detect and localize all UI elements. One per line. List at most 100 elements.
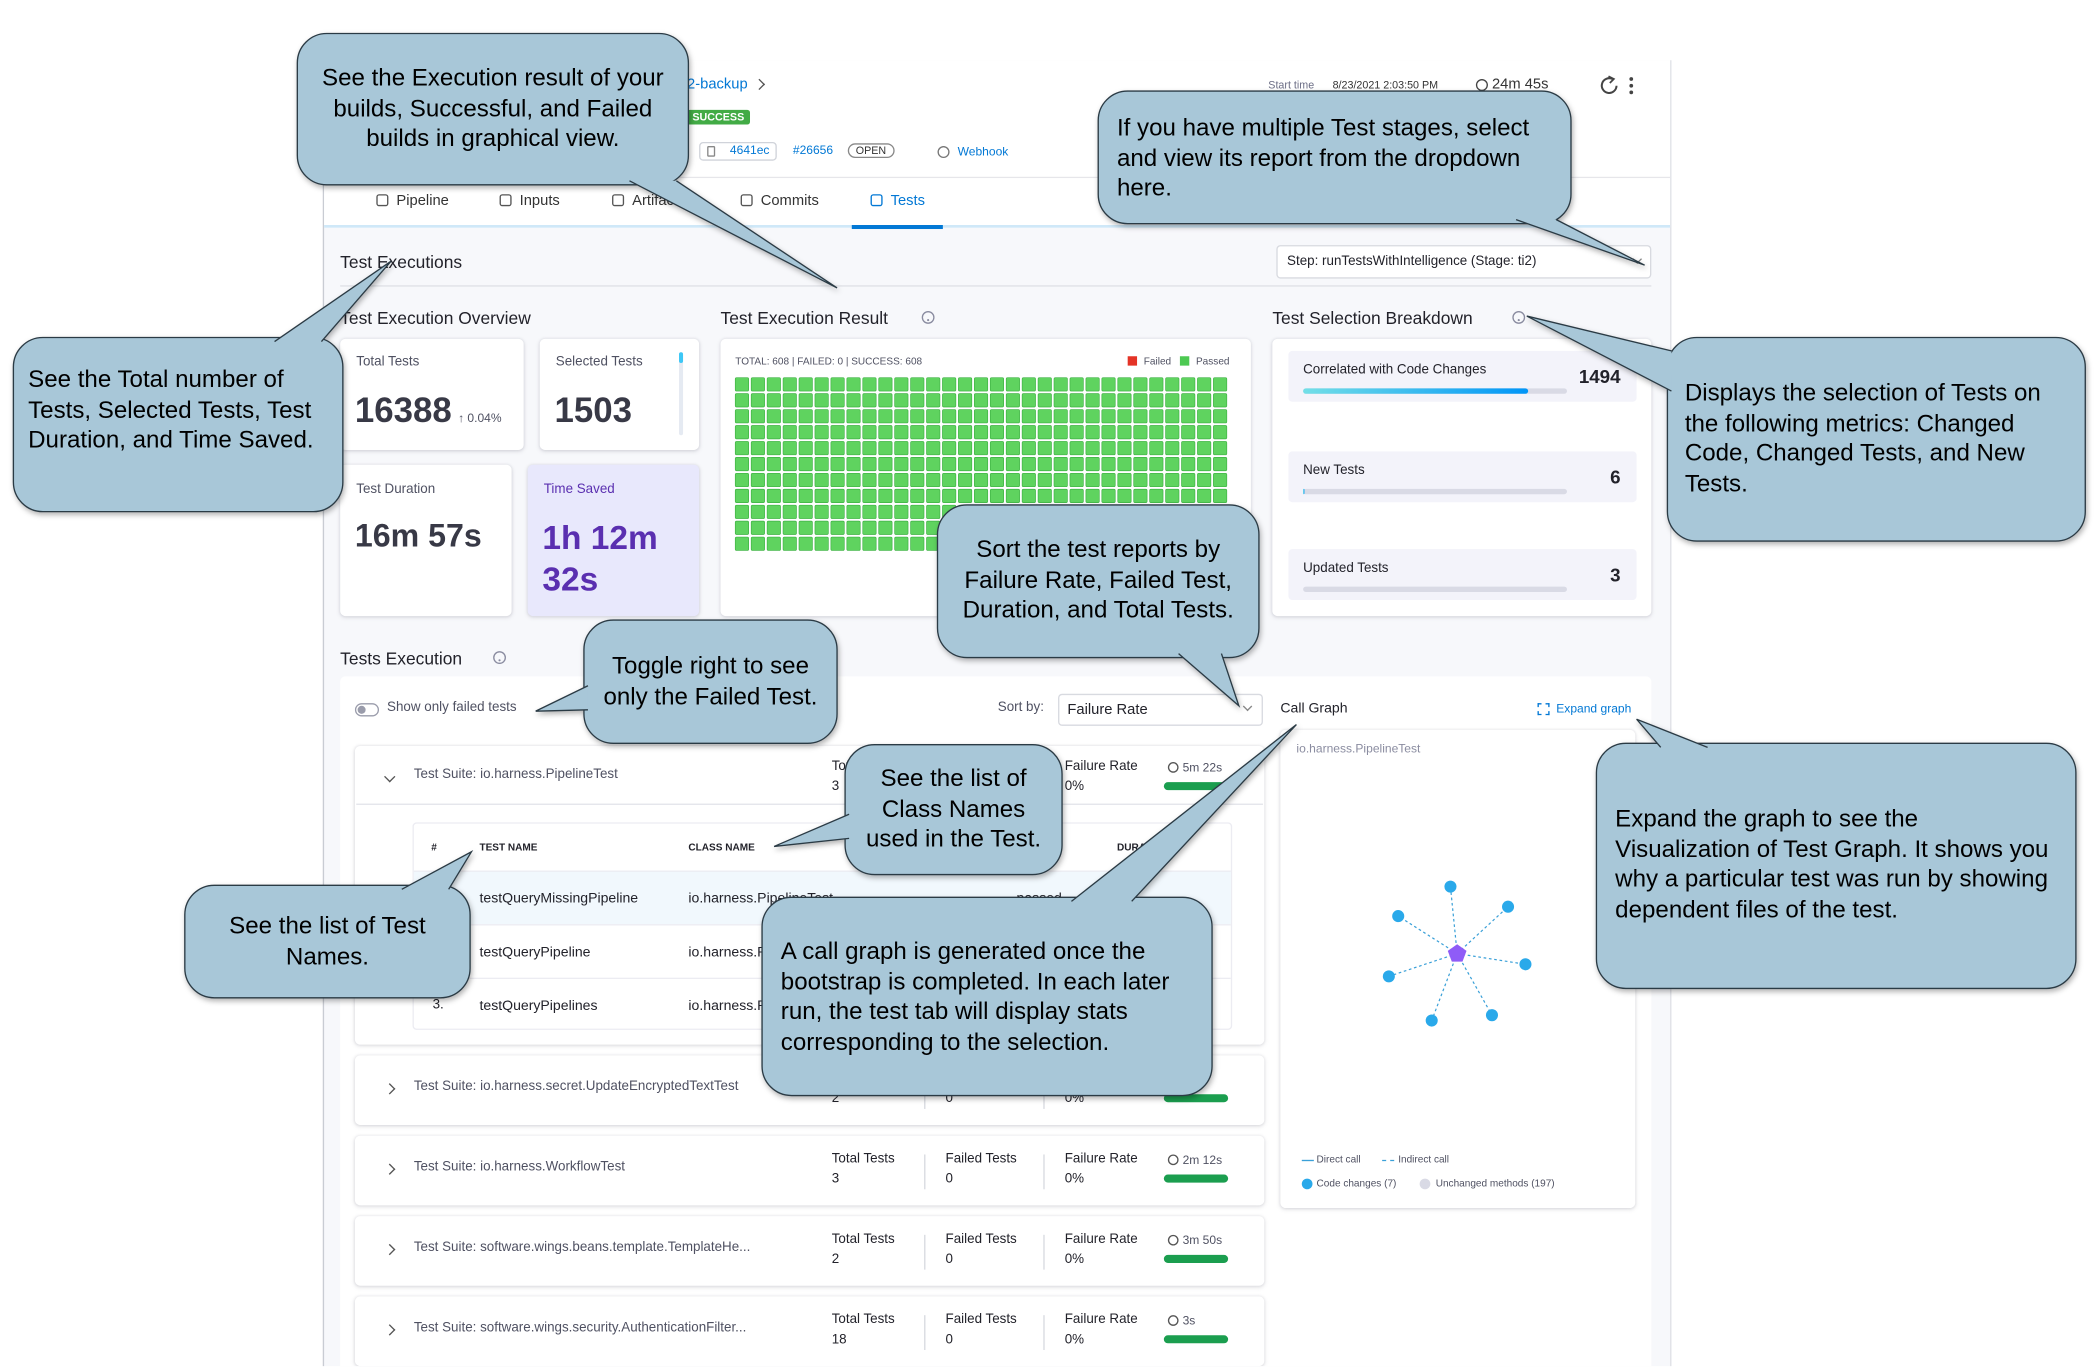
test-cell <box>766 520 781 535</box>
callout <box>12 260 392 513</box>
test-cell <box>782 441 797 456</box>
help-dot <box>1517 319 1520 322</box>
test-cell <box>750 441 765 456</box>
callout <box>535 619 838 744</box>
test-cell <box>1069 409 1084 424</box>
callout-box <box>296 32 690 186</box>
graph-legend: Unchanged methods (197) <box>1435 1177 1555 1190</box>
test-cell <box>1181 441 1196 456</box>
scroll-thumb <box>679 352 684 363</box>
test-cell <box>926 472 941 488</box>
test-cell <box>766 393 781 408</box>
test-cell <box>846 472 861 488</box>
test-cell <box>1021 488 1036 503</box>
suite-name[interactable]: Test Suite: software.wings.security.Auth… <box>413 1320 747 1336</box>
callout <box>1595 718 2077 990</box>
test-cell <box>846 504 861 519</box>
test-cell <box>973 409 989 424</box>
header-icons <box>1600 75 1634 95</box>
clock-icon <box>1167 1154 1179 1166</box>
tab[interactable]: Tests <box>890 192 926 209</box>
call-graph <box>1382 880 1532 1027</box>
test-cell <box>910 441 925 456</box>
callout-tail-edge <box>535 685 589 712</box>
callout-box <box>844 743 1063 876</box>
test-cell <box>814 441 829 456</box>
test-cell <box>862 409 877 424</box>
suite-rate: 0% <box>1064 1332 1085 1348</box>
test-cell <box>910 409 925 424</box>
suite-name[interactable]: Test Suite: io.harness.PipelineTest <box>413 767 618 783</box>
toggle[interactable] <box>354 703 380 717</box>
graph-edge <box>1388 953 1458 977</box>
test-cell <box>766 441 781 456</box>
test-cell <box>734 441 749 456</box>
test-cell <box>798 393 813 408</box>
step-selector-text: Step: runTestsWithIntelligence (Stage: t… <box>1287 254 1537 270</box>
step-selector[interactable]: Step: runTestsWithIntelligence (Stage: t… <box>1276 245 1652 279</box>
test-cell <box>973 457 989 472</box>
test-cell <box>1005 488 1020 503</box>
test-cell <box>734 393 749 408</box>
test-cell <box>1213 488 1228 503</box>
sort-select[interactable]: Failure Rate <box>1058 693 1263 726</box>
tab-icon <box>499 194 512 207</box>
breakdown-label: Updated Tests <box>1303 561 1389 576</box>
test-cell <box>814 425 829 440</box>
test-cell <box>878 488 893 503</box>
test-cell <box>1037 377 1052 392</box>
pr-number[interactable]: #26656 <box>792 143 834 157</box>
test-cell <box>989 488 1004 503</box>
test-cell <box>798 520 813 535</box>
test-cell <box>734 377 749 392</box>
tab[interactable]: Commits <box>760 192 819 209</box>
test-cell <box>862 377 877 392</box>
test-cell <box>1021 393 1036 408</box>
test-cell <box>1101 393 1116 408</box>
metric-value: 1h 12m 32s <box>542 519 658 599</box>
test-cell <box>1037 488 1052 503</box>
expand-icon[interactable] <box>1537 703 1550 716</box>
suite-total: 2 <box>831 1252 840 1267</box>
metric-value: 16m 57s <box>354 518 482 555</box>
test-cell <box>973 472 989 488</box>
tab[interactable]: Inputs <box>519 192 560 209</box>
test-cell <box>894 409 909 424</box>
suite-name[interactable]: Test Suite: io.harness.WorkflowTest <box>413 1159 625 1175</box>
test-cell <box>1213 457 1228 472</box>
metric-label: Time Saved <box>543 482 615 497</box>
test-cell <box>958 377 973 392</box>
callout-box <box>1595 742 2077 990</box>
clock-icon <box>1167 762 1179 773</box>
pass-bar <box>1163 1174 1229 1183</box>
legend-swatch-failed <box>1127 356 1138 366</box>
test-cell <box>973 488 989 503</box>
test-cell <box>1213 393 1228 408</box>
graph-legend: Indirect call <box>1398 1153 1450 1166</box>
toggle-label[interactable]: Show only failed tests <box>387 700 517 716</box>
test-cell <box>1037 425 1052 440</box>
test-cell <box>989 409 1004 424</box>
callout-text: Displays the selection of Tests on the f… <box>1684 379 2041 497</box>
help-dot <box>498 659 501 662</box>
pass-bar <box>1163 1335 1229 1344</box>
test-cell <box>782 457 797 472</box>
test-cell <box>1117 409 1132 424</box>
test-cell <box>798 441 813 456</box>
expand-graph[interactable]: Expand graph <box>1556 701 1632 716</box>
suite-failed: 0 <box>945 1171 953 1187</box>
suite-name[interactable]: Test Suite: software.wings.beans.templat… <box>413 1240 751 1255</box>
test-suite-card <box>354 1135 1265 1206</box>
pipeline-link[interactable]: 2-backup <box>687 76 748 93</box>
test-cell <box>1117 425 1132 440</box>
table-header: TEST NAME <box>479 841 538 854</box>
test-cell <box>830 457 845 472</box>
test-cell <box>846 377 861 392</box>
callout-box <box>936 504 1260 659</box>
test-cell <box>734 472 749 488</box>
test-cell <box>750 425 765 440</box>
suite-name[interactable]: Test Suite: io.harness.secret.UpdateEncr… <box>413 1079 739 1095</box>
test-cell <box>910 457 925 472</box>
tab[interactable]: Pipeline <box>396 192 449 209</box>
callout-tail-edge <box>629 180 838 289</box>
